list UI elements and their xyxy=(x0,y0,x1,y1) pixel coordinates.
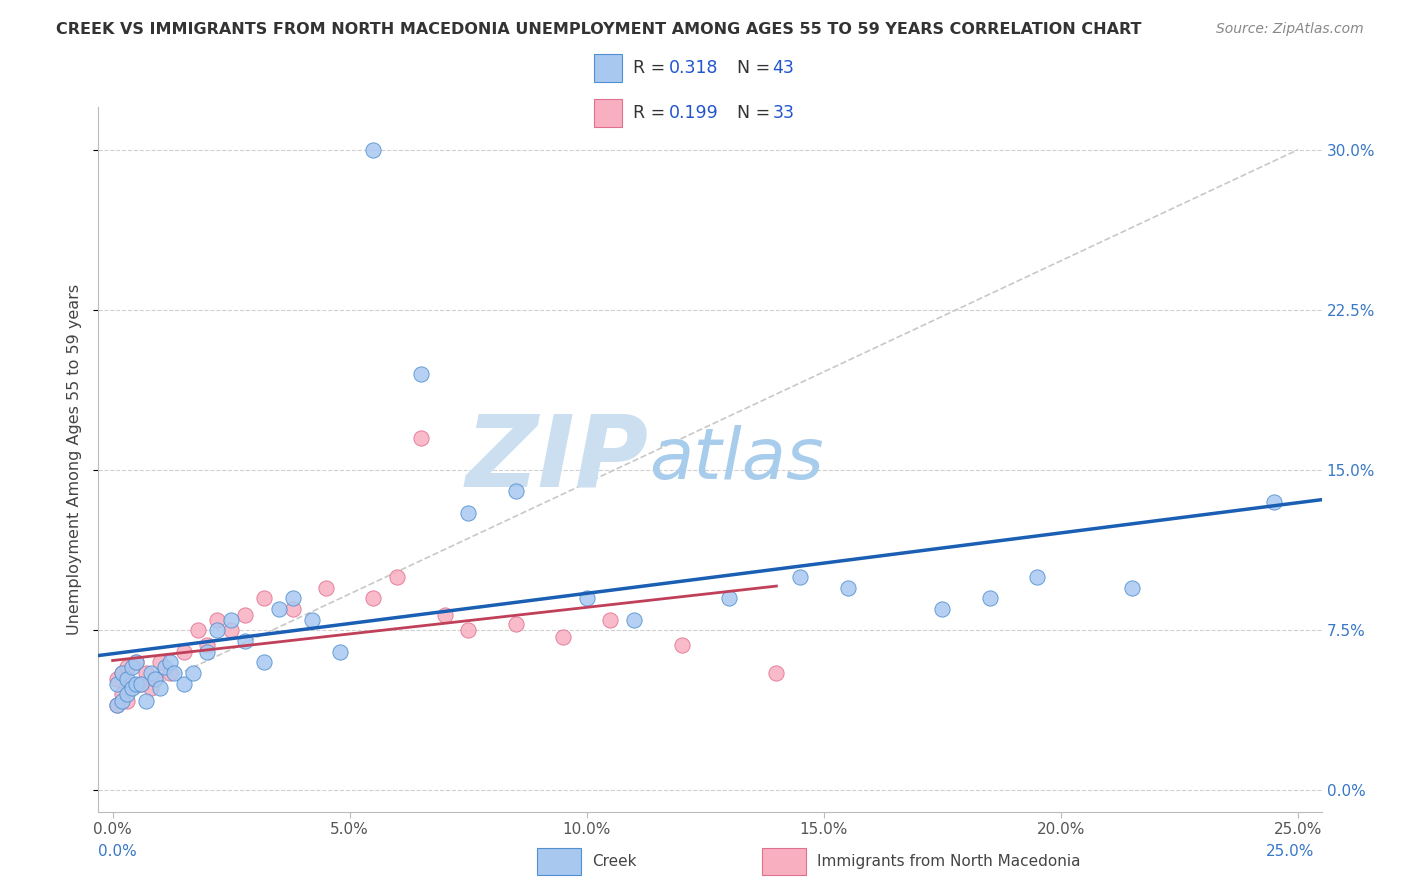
Point xyxy=(329,644,352,658)
Point xyxy=(173,644,195,658)
Text: 25.0%: 25.0% xyxy=(1267,845,1315,859)
Text: 0.0%: 0.0% xyxy=(98,845,138,859)
Point xyxy=(125,655,148,669)
Point xyxy=(129,676,152,690)
Point xyxy=(623,613,645,627)
Bar xyxy=(595,99,621,127)
Point xyxy=(159,665,181,680)
Point xyxy=(837,581,859,595)
Point xyxy=(253,655,276,669)
Point xyxy=(765,665,787,680)
Point xyxy=(281,602,304,616)
Point xyxy=(599,613,621,627)
Point xyxy=(253,591,276,606)
Text: 0.318: 0.318 xyxy=(668,59,718,77)
Point xyxy=(125,676,148,690)
Point xyxy=(115,687,138,701)
Text: atlas: atlas xyxy=(650,425,824,494)
Point xyxy=(111,687,134,701)
Point xyxy=(121,681,143,695)
Point xyxy=(219,613,242,627)
Point xyxy=(139,681,162,695)
Point xyxy=(205,624,228,638)
Point xyxy=(1121,581,1143,595)
Point xyxy=(979,591,1001,606)
Bar xyxy=(762,848,806,875)
Point xyxy=(235,633,257,648)
Text: 43: 43 xyxy=(773,59,794,77)
Point xyxy=(111,665,134,680)
Point xyxy=(139,665,162,680)
Point xyxy=(153,659,176,673)
Point xyxy=(505,616,527,631)
Point xyxy=(409,367,432,381)
Point xyxy=(105,698,128,712)
Point xyxy=(205,613,228,627)
Text: N =: N = xyxy=(737,103,776,121)
Text: 33: 33 xyxy=(773,103,794,121)
Point xyxy=(1026,570,1049,584)
Point xyxy=(363,143,385,157)
Point xyxy=(219,624,242,638)
Point xyxy=(143,673,166,687)
Bar xyxy=(595,54,621,82)
Point xyxy=(433,608,456,623)
Point xyxy=(301,613,323,627)
Point xyxy=(315,581,337,595)
Point xyxy=(105,676,128,690)
Point xyxy=(385,570,408,584)
Point xyxy=(135,665,157,680)
Point xyxy=(129,676,152,690)
Point xyxy=(789,570,811,584)
Y-axis label: Unemployment Among Ages 55 to 59 years: Unemployment Among Ages 55 to 59 years xyxy=(67,284,83,635)
Point xyxy=(149,655,172,669)
Point xyxy=(235,608,257,623)
Point xyxy=(115,694,138,708)
Point xyxy=(409,431,432,445)
Point xyxy=(505,484,527,499)
Text: Immigrants from North Macedonia: Immigrants from North Macedonia xyxy=(817,855,1080,869)
Point xyxy=(121,659,143,673)
Text: 0.199: 0.199 xyxy=(668,103,718,121)
Point xyxy=(143,673,166,687)
Point xyxy=(163,665,186,680)
Point xyxy=(111,665,134,680)
Text: N =: N = xyxy=(737,59,776,77)
Point xyxy=(551,630,574,644)
Point xyxy=(267,602,290,616)
Text: Source: ZipAtlas.com: Source: ZipAtlas.com xyxy=(1216,22,1364,37)
Point xyxy=(197,644,219,658)
Point xyxy=(187,624,209,638)
Point xyxy=(281,591,304,606)
Point xyxy=(363,591,385,606)
Point xyxy=(457,624,479,638)
Point xyxy=(121,676,143,690)
Point xyxy=(135,694,157,708)
Text: R =: R = xyxy=(633,59,671,77)
Point xyxy=(125,655,148,669)
Point xyxy=(105,698,128,712)
Text: R =: R = xyxy=(633,103,671,121)
Point xyxy=(105,673,128,687)
Point xyxy=(111,694,134,708)
Point xyxy=(115,673,138,687)
Point xyxy=(149,681,172,695)
Text: ZIP: ZIP xyxy=(465,411,650,508)
Text: Creek: Creek xyxy=(592,855,637,869)
Point xyxy=(717,591,740,606)
Point xyxy=(173,676,195,690)
Point xyxy=(671,638,693,652)
Point xyxy=(197,638,219,652)
Point xyxy=(159,655,181,669)
Point xyxy=(181,665,204,680)
Point xyxy=(575,591,598,606)
Text: CREEK VS IMMIGRANTS FROM NORTH MACEDONIA UNEMPLOYMENT AMONG AGES 55 TO 59 YEARS : CREEK VS IMMIGRANTS FROM NORTH MACEDONIA… xyxy=(56,22,1142,37)
Point xyxy=(457,506,479,520)
Point xyxy=(931,602,953,616)
Bar xyxy=(537,848,581,875)
Point xyxy=(115,659,138,673)
Point xyxy=(1263,495,1285,509)
